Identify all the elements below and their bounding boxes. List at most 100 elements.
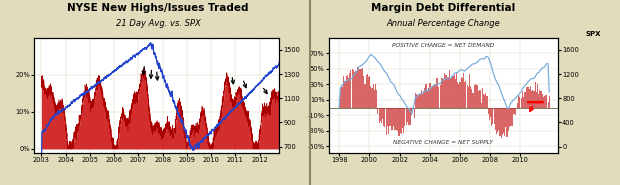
Bar (355, 71, 356, 108)
Bar (417, 95, 419, 108)
Bar (526, 87, 528, 108)
Bar (475, 84, 476, 108)
Bar (488, 108, 489, 114)
Bar (448, 78, 449, 108)
Bar (471, 89, 472, 108)
Text: Annual Percentage Change: Annual Percentage Change (386, 19, 500, 28)
Bar (441, 78, 442, 108)
Bar (383, 108, 384, 126)
Bar (416, 94, 417, 108)
Bar (371, 88, 373, 108)
Bar (510, 108, 511, 126)
Bar (534, 82, 536, 108)
Bar (365, 84, 366, 108)
Bar (410, 108, 411, 125)
Bar (358, 69, 360, 108)
Bar (347, 75, 348, 108)
Bar (376, 90, 378, 108)
Bar (384, 108, 386, 127)
Bar (467, 87, 469, 108)
Bar (375, 84, 376, 108)
Bar (511, 108, 512, 126)
Bar (414, 108, 415, 118)
Bar (536, 92, 537, 108)
Bar (479, 90, 480, 108)
Bar (407, 108, 408, 122)
Bar (339, 99, 340, 108)
Bar (531, 91, 532, 108)
Bar (354, 72, 355, 108)
Bar (356, 71, 357, 108)
Bar (530, 86, 531, 108)
Bar (428, 88, 429, 108)
Bar (457, 82, 458, 108)
Bar (504, 108, 505, 136)
Bar (515, 108, 516, 115)
Bar (480, 103, 482, 108)
Bar (395, 108, 396, 130)
Bar (425, 84, 427, 108)
Bar (369, 76, 370, 108)
Bar (507, 108, 508, 137)
Bar (449, 70, 450, 108)
Bar (546, 95, 547, 108)
Bar (437, 78, 438, 108)
Bar (474, 85, 475, 108)
Bar (483, 94, 484, 108)
Bar (396, 108, 397, 130)
Bar (382, 108, 383, 119)
Bar (345, 76, 347, 108)
Bar (528, 87, 529, 108)
Bar (412, 106, 414, 108)
Text: NYSE New Highs/Issues Traded: NYSE New Highs/Issues Traded (68, 3, 249, 13)
Bar (472, 93, 474, 108)
Bar (485, 93, 487, 108)
Bar (423, 91, 424, 108)
Bar (397, 108, 399, 131)
Bar (352, 69, 353, 108)
Bar (445, 75, 446, 108)
Bar (470, 86, 471, 108)
Bar (455, 78, 456, 108)
Bar (477, 85, 478, 108)
Bar (476, 85, 477, 108)
Bar (349, 73, 350, 108)
Bar (458, 84, 459, 108)
Bar (549, 96, 550, 108)
Bar (363, 76, 365, 108)
Bar (367, 74, 368, 108)
Bar (386, 108, 387, 135)
Bar (402, 108, 403, 128)
Bar (442, 78, 443, 108)
Bar (495, 108, 496, 130)
Bar (446, 77, 448, 108)
Bar (360, 69, 361, 108)
Bar (450, 78, 451, 108)
Bar (524, 92, 525, 108)
Bar (499, 108, 500, 136)
Bar (532, 90, 533, 108)
Bar (547, 102, 549, 108)
Bar (498, 108, 499, 130)
Bar (379, 108, 381, 121)
Bar (525, 92, 526, 108)
Bar (500, 108, 502, 138)
Bar (342, 87, 343, 108)
Bar (538, 94, 539, 108)
Bar (490, 108, 491, 117)
Bar (451, 78, 453, 108)
Bar (489, 108, 490, 120)
Bar (403, 108, 404, 133)
Bar (497, 108, 498, 132)
Bar (517, 103, 518, 108)
Bar (529, 89, 530, 108)
Text: 21 Day Avg. vs. SPX: 21 Day Avg. vs. SPX (116, 19, 200, 28)
Bar (478, 91, 479, 108)
Bar (418, 94, 420, 108)
Bar (405, 108, 407, 125)
Bar (492, 108, 494, 125)
Bar (348, 78, 349, 108)
Bar (420, 94, 421, 108)
Bar (421, 90, 422, 108)
Bar (429, 83, 430, 108)
